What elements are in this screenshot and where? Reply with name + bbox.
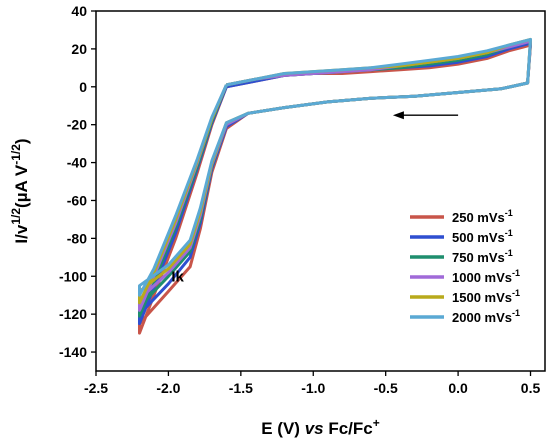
y-tick-label: -100 [59,268,87,284]
x-tick-label: 0.0 [448,380,468,396]
plot-area [138,37,532,335]
x-tick-label: -1.0 [301,380,325,396]
y-tick-label: -60 [67,192,87,208]
y-tick-label: -40 [67,155,87,171]
peak-annotation-ik: Ik [171,268,184,285]
y-tick-label: 40 [71,3,87,19]
x-tick-label: -0.5 [374,380,398,396]
x-tick-label: -1.5 [229,380,253,396]
x-tick-label: 0.5 [521,380,541,396]
legend-label: 500 mVs-1 [452,228,513,245]
series-line-6 [138,37,532,297]
legend-label: 250 mVs-1 [452,208,513,225]
y-axis: -140 -120 -100 -80 -60 -40 -20 0 20 40 [59,3,96,360]
legend-label: 750 mVs-1 [452,248,513,265]
y-tick-label: -120 [59,306,87,322]
y-tick-label: -80 [67,230,87,246]
y-tick-label: 20 [71,41,87,57]
x-axis: -2.5 -2.0 -1.5 -1.0 -0.5 0.0 0.5 [84,371,541,396]
y-tick-label: -20 [67,117,87,133]
legend-label: 1500 mVs-1 [452,288,520,305]
plot-frame [95,10,546,372]
x-tick-label: -2.5 [84,380,108,396]
x-axis-title: E (V) vs Fc/Fc+ [261,416,380,438]
scan-direction-arrow [392,111,459,120]
legend-label: 1000 mVs-1 [452,268,520,285]
y-axis-title: I/v1/2(µA V-1/2) [9,138,31,243]
y-tick-label: -140 [59,344,87,360]
x-tick-label: -2.0 [156,380,180,396]
y-tick-label: 0 [79,79,87,95]
legend-label: 2000 mVs-1 [452,308,520,325]
legend: 250 mVs-1 500 mVs-1 750 mVs-1 1000 mVs-1 150… [410,208,520,325]
